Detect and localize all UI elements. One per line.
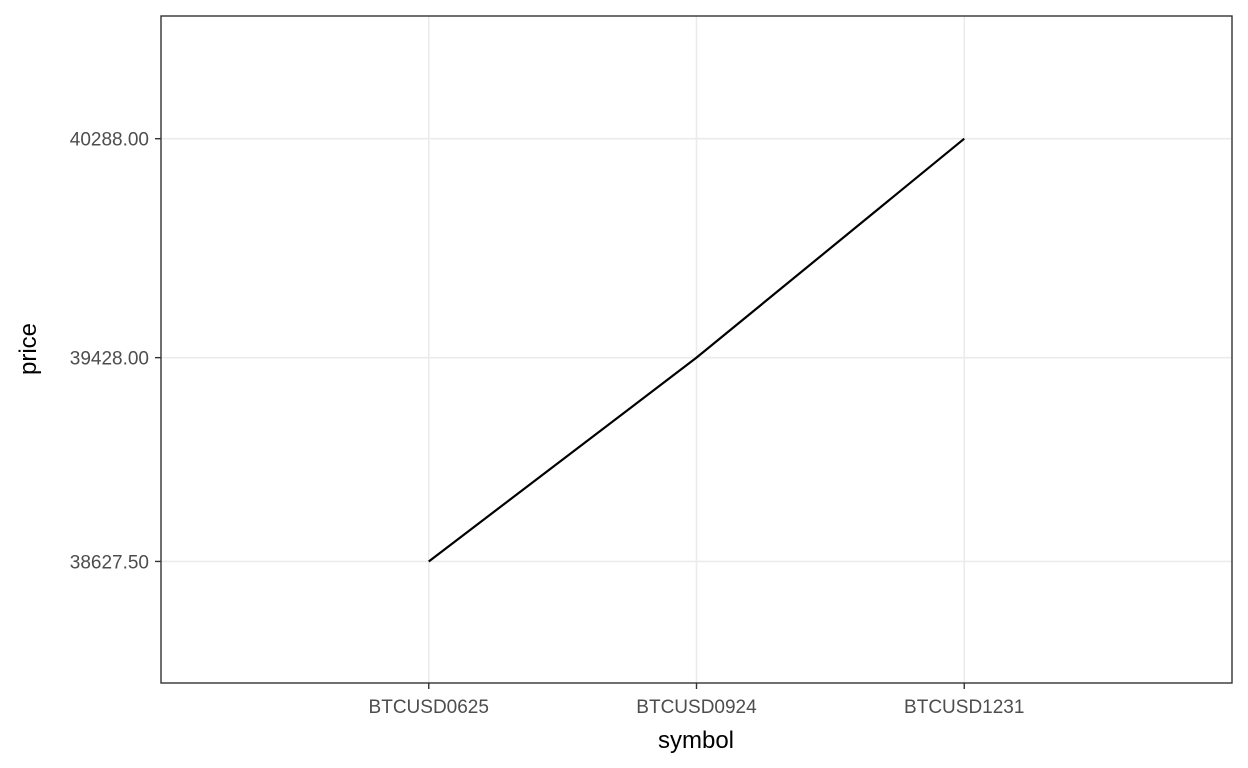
gridlines [161, 16, 1232, 683]
tick-labels: BTCUSD0625 BTCUSD0924 BTCUSD1231 38627.50 39… [70, 130, 1025, 718]
x-tick-label: BTCUSD0625 [369, 697, 489, 718]
y-tick-label: 39428.00 [70, 349, 149, 370]
series-layer [428, 137, 965, 563]
axis-ticks [155, 138, 965, 689]
series-line [428, 137, 965, 563]
y-tick-label: 38627.50 [70, 552, 149, 573]
x-tick-label: BTCUSD1231 [904, 697, 1024, 718]
y-axis-title: price [15, 323, 42, 375]
y-tick-label: 40288.00 [70, 130, 149, 151]
x-axis-title: symbol [658, 727, 734, 754]
x-tick-label: BTCUSD0924 [636, 697, 757, 718]
